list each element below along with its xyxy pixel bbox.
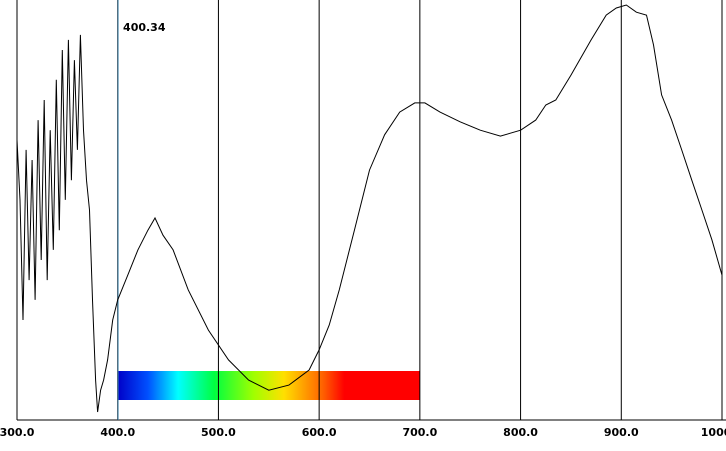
- x-tick-label: 800.0: [503, 426, 538, 439]
- cursor-label: 400.34: [123, 21, 166, 34]
- x-tick-label: 900.0: [604, 426, 639, 439]
- x-tick-label: 1000.0: [701, 426, 726, 439]
- spectrum-bar: [117, 371, 420, 400]
- x-tick-label: 700.0: [402, 426, 437, 439]
- x-tick-label: 600.0: [302, 426, 337, 439]
- x-tick-label: 300.0: [0, 426, 35, 439]
- spectrum-line: [16, 4, 723, 413]
- x-tick-label: 400.0: [100, 426, 135, 439]
- x-tick-label: 500.0: [201, 426, 236, 439]
